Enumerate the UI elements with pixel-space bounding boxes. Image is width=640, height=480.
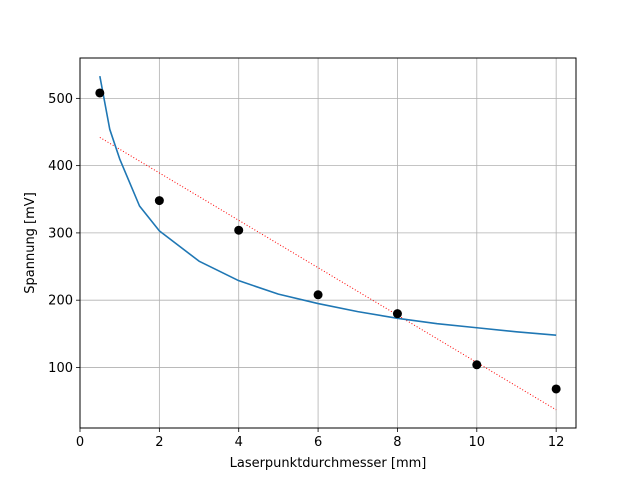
y-tick-label: 200 <box>48 294 73 309</box>
x-tick-label: 10 <box>469 435 486 450</box>
grid <box>79 58 576 428</box>
data-point <box>472 360 482 370</box>
y-tick-label: 500 <box>48 92 73 107</box>
x-tick-label: 4 <box>235 435 243 450</box>
x-tick-label: 12 <box>548 435 565 450</box>
data-point <box>551 384 561 394</box>
data-point <box>95 88 105 98</box>
series-layer <box>99 76 557 411</box>
data-points <box>95 88 561 394</box>
data-point <box>234 225 244 235</box>
y-tick-label: 300 <box>48 226 73 241</box>
fit-curve-line <box>99 76 557 336</box>
data-point <box>392 309 402 319</box>
x-tick-label: 2 <box>155 435 163 450</box>
y-tick-label: 100 <box>48 361 73 376</box>
x-axis-label: Laserpunktdurchmesser [mm] <box>230 456 427 471</box>
y-tick-label: 400 <box>48 159 73 174</box>
linear-fit-line <box>99 136 557 411</box>
data-point <box>154 196 164 206</box>
plot-frame <box>79 57 577 429</box>
data-point <box>313 290 323 300</box>
y-axis-label: Spannung [mV] <box>23 192 38 294</box>
axis-ticks: 0 2 4 6 8 10 12 100 200 300 400 500 <box>48 92 564 450</box>
x-tick-label: 0 <box>76 435 84 450</box>
x-tick-label: 8 <box>393 435 401 450</box>
x-tick-label: 6 <box>314 435 322 450</box>
